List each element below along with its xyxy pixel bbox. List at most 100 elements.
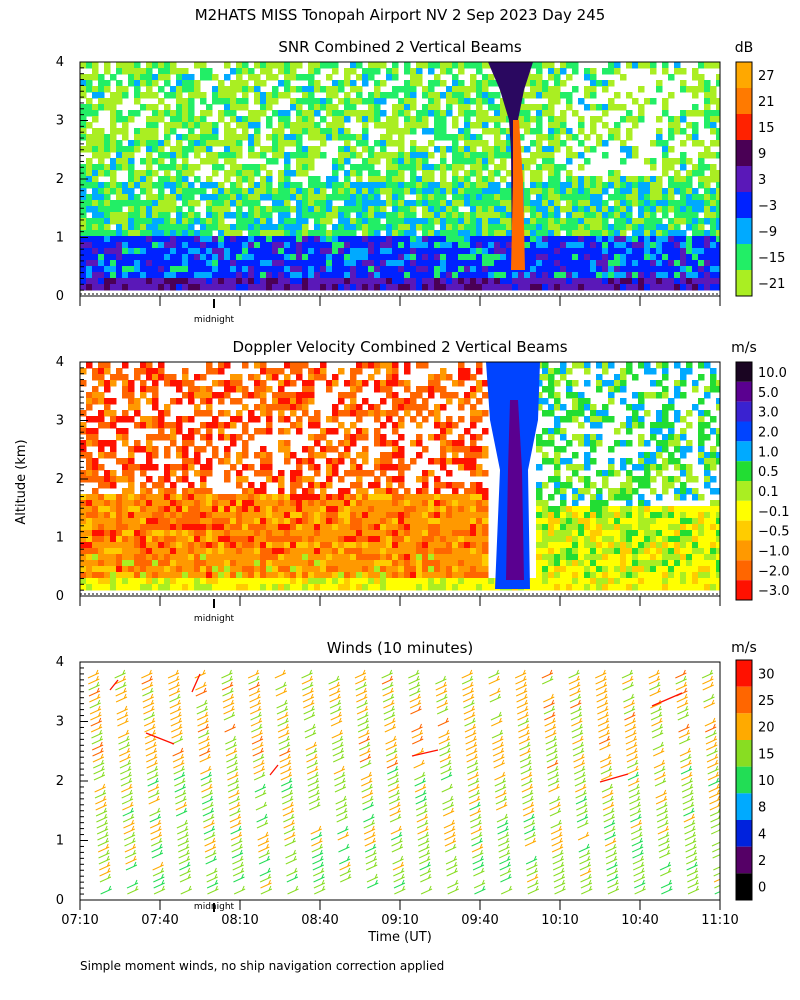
doppler-cell bbox=[98, 530, 105, 537]
doppler-cell bbox=[440, 506, 447, 513]
snr-cell bbox=[182, 98, 189, 105]
doppler-cell bbox=[284, 404, 291, 411]
snr-cell bbox=[128, 116, 135, 123]
doppler-cell bbox=[356, 428, 363, 435]
snr-cell bbox=[122, 188, 129, 195]
doppler-cell bbox=[164, 554, 171, 561]
doppler-cell bbox=[440, 530, 447, 537]
doppler-cell bbox=[290, 422, 297, 429]
snr-cell bbox=[530, 158, 537, 165]
snr-cell bbox=[428, 212, 435, 219]
snr-cell bbox=[530, 92, 537, 99]
doppler-cell bbox=[368, 482, 375, 489]
doppler-cell bbox=[206, 506, 213, 513]
doppler-cell bbox=[302, 494, 309, 501]
snr-cell bbox=[416, 254, 423, 261]
snr-cell bbox=[440, 224, 447, 231]
colorbar-label: 27 bbox=[758, 69, 775, 84]
doppler-cell bbox=[428, 530, 435, 537]
doppler-cell bbox=[386, 488, 393, 495]
colorbar-label: −9 bbox=[758, 225, 777, 240]
snr-cell bbox=[548, 194, 555, 201]
doppler-cell bbox=[284, 416, 291, 423]
doppler-cell bbox=[236, 560, 243, 567]
snr-cell bbox=[392, 182, 399, 189]
doppler-cell bbox=[182, 536, 189, 543]
snr-cell bbox=[500, 116, 507, 123]
doppler-cell bbox=[332, 572, 339, 579]
snr-cell bbox=[200, 62, 207, 69]
snr-cell bbox=[548, 218, 555, 225]
snr-cell bbox=[524, 248, 531, 255]
snr-cell bbox=[236, 68, 243, 75]
doppler-cell bbox=[296, 554, 303, 561]
snr-cell bbox=[380, 140, 387, 147]
snr-cell bbox=[164, 212, 171, 219]
snr-cell bbox=[314, 152, 321, 159]
snr-cell bbox=[398, 200, 405, 207]
snr-cell bbox=[164, 152, 171, 159]
snr-cell bbox=[362, 188, 369, 195]
doppler-cell bbox=[320, 530, 327, 537]
snr-cell bbox=[632, 224, 639, 231]
doppler-cell bbox=[296, 392, 303, 399]
snr-cell bbox=[416, 176, 423, 183]
snr-cell bbox=[302, 236, 309, 243]
snr-cell bbox=[128, 248, 135, 255]
snr-cell bbox=[710, 272, 717, 279]
snr-cell bbox=[530, 212, 537, 219]
snr-cell bbox=[548, 182, 555, 189]
snr-cell bbox=[176, 92, 183, 99]
snr-cell bbox=[560, 266, 567, 273]
doppler-cell bbox=[212, 524, 219, 531]
doppler-cell bbox=[302, 488, 309, 495]
doppler-cell bbox=[392, 494, 399, 501]
snr-cell bbox=[194, 212, 201, 219]
snr-cell bbox=[548, 206, 555, 213]
snr-cell bbox=[524, 218, 531, 225]
snr-cell bbox=[392, 230, 399, 237]
snr-cell bbox=[602, 236, 609, 243]
snr-cell bbox=[500, 152, 507, 159]
snr-cell bbox=[398, 254, 405, 261]
snr-cell bbox=[344, 110, 351, 117]
snr-cell bbox=[290, 86, 297, 93]
snr-cell bbox=[704, 266, 711, 273]
doppler-cell bbox=[134, 440, 141, 447]
snr-cell bbox=[464, 176, 471, 183]
doppler-cell bbox=[116, 368, 123, 375]
snr-cell bbox=[572, 230, 579, 237]
doppler-cell bbox=[440, 404, 447, 411]
snr-cell bbox=[482, 224, 489, 231]
snr-cell bbox=[596, 260, 603, 267]
snr-cell bbox=[476, 218, 483, 225]
snr-cell bbox=[536, 248, 543, 255]
snr-cell bbox=[356, 242, 363, 249]
snr-cell bbox=[170, 272, 177, 279]
snr-cell bbox=[458, 164, 465, 171]
doppler-cell bbox=[194, 512, 201, 519]
snr-cell bbox=[608, 284, 615, 291]
snr-cell bbox=[530, 200, 537, 207]
snr-cell bbox=[326, 194, 333, 201]
doppler-cell bbox=[260, 428, 267, 435]
snr-cell bbox=[368, 236, 375, 243]
snr-cell bbox=[542, 284, 549, 291]
doppler-cell bbox=[230, 524, 237, 531]
doppler-cell bbox=[140, 566, 147, 573]
doppler-cell bbox=[296, 428, 303, 435]
doppler-cell bbox=[308, 566, 315, 573]
doppler-cell bbox=[188, 458, 195, 465]
snr-cell bbox=[92, 86, 99, 93]
snr-cell bbox=[272, 248, 279, 255]
doppler-cell bbox=[428, 554, 435, 561]
doppler-cell bbox=[422, 548, 429, 555]
doppler-cell bbox=[146, 500, 153, 507]
doppler-cell bbox=[302, 392, 309, 399]
snr-cell bbox=[326, 212, 333, 219]
snr-cell bbox=[560, 194, 567, 201]
doppler-cell bbox=[296, 560, 303, 567]
snr-cell bbox=[380, 146, 387, 153]
snr-cell bbox=[290, 68, 297, 75]
snr-cell bbox=[104, 212, 111, 219]
